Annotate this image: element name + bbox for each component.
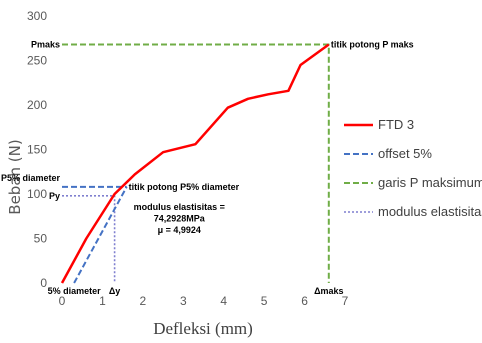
annotations: Pmaks titik potong P maks P5% diameter titi…: [1, 39, 414, 296]
x-tick-label: 3: [180, 294, 187, 308]
legend-label-garis-p-maksimum: garis P maksimum: [378, 175, 482, 190]
y-tick-label: 50: [34, 232, 48, 246]
annotation-p5-diameter: P5% diameter: [1, 173, 61, 183]
y-tick-label: 250: [27, 54, 47, 68]
annotation-titik-potong-p5-diameter: titik potong P5% diameter: [129, 182, 240, 192]
x-tick-label: 2: [140, 294, 147, 308]
y-axis-ticks: 0 50 100 150 200 250 300: [27, 9, 47, 290]
x-tick-label: 0: [59, 294, 66, 308]
series-line-garis-p-maksimum: [62, 43, 330, 283]
y-tick-label: 0: [40, 276, 47, 290]
annotation-modulus-elastisitas: modulus elastisitas =: [134, 202, 225, 212]
y-tick-label: 200: [27, 98, 47, 112]
legend-label-ftd-3: FTD 3: [378, 117, 414, 132]
legend-label-offset-5: offset 5%: [378, 146, 432, 161]
x-tick-label: 5: [261, 294, 268, 308]
x-tick-label: 6: [301, 294, 308, 308]
annotation-74-2928mpa: 74,2928MPa: [154, 214, 206, 224]
x-tick-label: 1: [99, 294, 106, 308]
legend-label-modulus-elastisitas: modulus elastisitas: [378, 204, 482, 219]
y-tick-label: 300: [27, 9, 47, 23]
annotation-py: Py: [49, 191, 60, 201]
annotation-4-9924: μ = 4,9924: [158, 225, 201, 235]
plot-area: [60, 43, 330, 284]
y-tick-label: 150: [27, 143, 47, 157]
annotation-5-diameter: 5% diameter: [48, 286, 102, 296]
annotation-titik-potong-p-maks: titik potong P maks: [331, 39, 414, 49]
annotation-pmaks: Pmaks: [31, 39, 60, 49]
annotation-y: Δy: [109, 286, 120, 296]
annotation-maks: Δmaks: [314, 286, 344, 296]
x-axis-ticks: 0 1 2 3 4 5 6 7: [59, 294, 349, 308]
legend: FTD 3 offset 5% garis P maksimum modulus el…: [344, 117, 482, 219]
series-line-offset-5: [73, 186, 128, 284]
x-tick-label: 4: [220, 294, 227, 308]
y-axis-title: Beban (N): [6, 139, 24, 214]
series-line-ftd-3: [60, 43, 330, 284]
x-tick-label: 7: [342, 294, 349, 308]
x-axis-title: Defleksi (mm): [153, 319, 253, 338]
y-tick-label: 100: [27, 187, 47, 201]
